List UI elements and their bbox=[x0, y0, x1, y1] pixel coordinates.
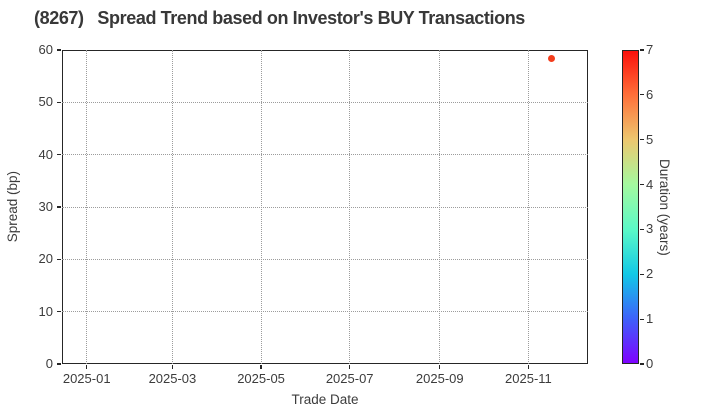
x-tick-mark bbox=[171, 365, 174, 369]
grid-line-horizontal bbox=[62, 311, 588, 313]
y-tick-label: 50 bbox=[38, 94, 53, 110]
grid-line-vertical bbox=[439, 50, 441, 364]
x-tick-mark bbox=[260, 365, 262, 369]
colorbar-tick-label: 2 bbox=[646, 266, 654, 282]
grid-line-vertical bbox=[349, 50, 351, 364]
x-tick-mark bbox=[439, 365, 441, 369]
colorbar-tick-label: 0 bbox=[646, 356, 654, 371]
colorbar-tick-label: 1 bbox=[646, 311, 654, 327]
data-point bbox=[548, 54, 556, 62]
x-tick-mark bbox=[86, 365, 88, 369]
colorbar-tick-label: 7 bbox=[646, 42, 654, 57]
y-tick-label: 20 bbox=[38, 251, 53, 267]
colorbar-frame bbox=[622, 50, 639, 364]
colorbar-tick-mark bbox=[640, 94, 644, 96]
colorbar-tick-mark bbox=[640, 49, 644, 51]
grid-line-vertical bbox=[527, 50, 529, 364]
x-axis-label: Trade Date bbox=[291, 392, 359, 407]
grid-line-horizontal bbox=[62, 101, 588, 103]
y-tick-label: 40 bbox=[38, 146, 53, 162]
x-tick-label: 2025-05 bbox=[237, 371, 285, 386]
x-tick-label: 2025-03 bbox=[148, 371, 197, 386]
colorbar: 0 1 2 3 4 5 6 7 bbox=[622, 42, 653, 371]
grid-line-vertical bbox=[86, 50, 88, 364]
colorbar-tick-mark bbox=[640, 363, 644, 365]
x-tick-mark bbox=[527, 365, 529, 369]
colorbar-tick-mark bbox=[640, 273, 644, 275]
x-tick-label: 2025-01 bbox=[62, 371, 111, 386]
grid-line-horizontal bbox=[62, 258, 588, 260]
grid-line-vertical bbox=[260, 50, 262, 364]
y-tick-mark bbox=[57, 154, 61, 156]
colorbar-tick-mark bbox=[640, 139, 644, 141]
x-tick-label: 2025-09 bbox=[415, 371, 464, 386]
y-tick-mark bbox=[57, 363, 61, 365]
y-tick-label: 10 bbox=[38, 303, 53, 319]
y-tick-mark bbox=[57, 49, 61, 51]
plot-area: 0 10 20 30 40 50 60 2025-01 2025-03 2025-05 2025-0… bbox=[39, 42, 588, 386]
colorbar-tick-mark bbox=[640, 183, 644, 186]
x-tick-label: 2025-07 bbox=[325, 371, 374, 386]
colorbar-tick-label: 6 bbox=[646, 86, 654, 102]
colorbar-tick-mark bbox=[640, 318, 644, 320]
colorbar-tick-label: 5 bbox=[646, 131, 654, 147]
grid-line-vertical bbox=[171, 50, 173, 364]
y-tick-mark bbox=[57, 206, 61, 208]
colorbar-tick-label: 4 bbox=[646, 176, 654, 192]
y-tick-label: 0 bbox=[45, 356, 53, 371]
colorbar-tick-mark bbox=[640, 228, 644, 231]
y-tick-label: 60 bbox=[38, 42, 53, 57]
y-tick-mark bbox=[57, 101, 61, 103]
x-tick-mark bbox=[349, 365, 351, 369]
y-tick-mark bbox=[57, 311, 61, 313]
colorbar-label: Duration (years) bbox=[657, 158, 672, 256]
y-tick-mark bbox=[57, 258, 61, 260]
colorbar-tick-label: 3 bbox=[646, 221, 654, 237]
y-tick-label: 30 bbox=[38, 199, 53, 214]
grid-line-horizontal bbox=[62, 206, 588, 208]
y-axis-label: Spread (bp) bbox=[5, 171, 20, 243]
x-tick-label: 2025-11 bbox=[505, 371, 552, 386]
grid-line-horizontal bbox=[62, 154, 588, 156]
colorbar-label-wrap: Duration (years) bbox=[657, 50, 672, 364]
chart-title: (8267) Spread Trend based on Investor's … bbox=[34, 8, 525, 28]
y-axis-label-wrap: Spread (bp) bbox=[5, 50, 20, 364]
